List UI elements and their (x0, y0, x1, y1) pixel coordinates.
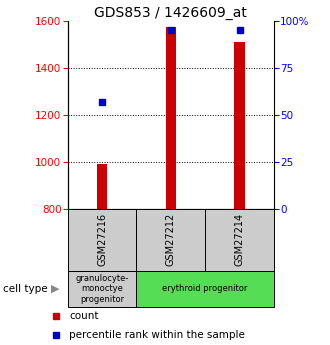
Text: ▶: ▶ (51, 284, 60, 294)
Text: granulocyte-
monoctye
progenitor: granulocyte- monoctye progenitor (75, 274, 129, 304)
Bar (136, 271, 274, 307)
Bar (136, 209, 205, 271)
Bar (68, 271, 136, 307)
Bar (166, 27, 176, 209)
Text: count: count (69, 311, 98, 321)
Text: erythroid progenitor: erythroid progenitor (162, 284, 248, 294)
Bar (97, 164, 107, 209)
Title: GDS853 / 1426609_at: GDS853 / 1426609_at (94, 6, 247, 20)
Text: cell type: cell type (3, 284, 48, 294)
Text: GSM27214: GSM27214 (235, 213, 245, 266)
Bar (234, 42, 245, 209)
Text: percentile rank within the sample: percentile rank within the sample (69, 330, 245, 339)
Text: GSM27212: GSM27212 (166, 213, 176, 266)
Bar (205, 209, 274, 271)
Text: GSM27216: GSM27216 (97, 213, 107, 266)
Bar (68, 209, 136, 271)
